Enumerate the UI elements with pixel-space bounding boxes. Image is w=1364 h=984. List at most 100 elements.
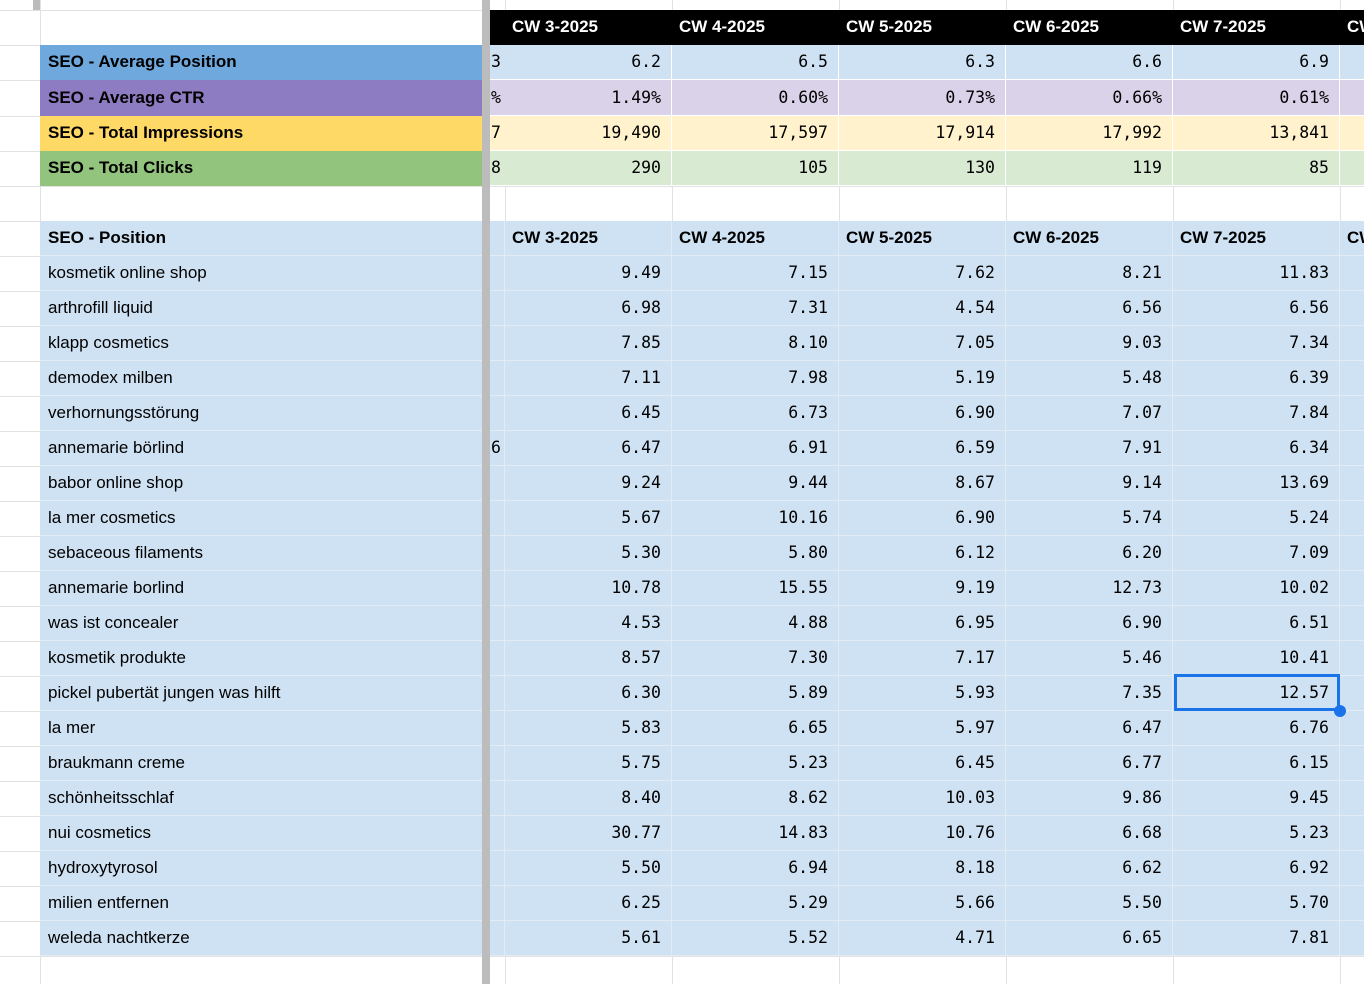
position-value-cell[interactable]: 5.80 — [672, 536, 839, 571]
keyword-clipped-cell[interactable] — [490, 256, 505, 291]
position-partial-cell[interactable] — [1340, 501, 1364, 536]
position-partial-cell[interactable] — [1340, 536, 1364, 571]
summary-value-cell[interactable]: 6.9 — [1173, 45, 1340, 80]
summary-value-cell[interactable]: 6.6 — [1006, 45, 1173, 80]
week-header-cell-partial[interactable]: CW — [1347, 17, 1364, 36]
position-value-cell[interactable]: 6.45 — [839, 746, 1006, 781]
position-value-cell[interactable]: 7.05 — [839, 326, 1006, 361]
position-value-cell[interactable]: 6.47 — [1006, 711, 1173, 746]
position-value-cell[interactable]: 11.83 — [1173, 256, 1340, 291]
position-value-cell[interactable]: 10.76 — [839, 816, 1006, 851]
position-value-cell[interactable]: 5.75 — [505, 746, 672, 781]
position-partial-cell[interactable] — [1340, 606, 1364, 641]
fill-handle[interactable] — [1334, 705, 1346, 717]
summary-clipped-cell[interactable]: 7 — [490, 116, 505, 151]
keyword-clipped-cell[interactable] — [490, 536, 505, 571]
keyword-cell[interactable]: hydroxytyrosol — [40, 851, 482, 886]
summary-value-cell[interactable]: 17,992 — [1006, 116, 1173, 151]
summary-label[interactable]: SEO - Average Position — [40, 45, 482, 80]
position-value-cell[interactable]: 6.12 — [839, 536, 1006, 571]
position-value-cell[interactable]: 5.50 — [505, 851, 672, 886]
position-value-cell[interactable]: 14.83 — [672, 816, 839, 851]
position-value-cell[interactable]: 7.81 — [1173, 921, 1340, 956]
keyword-cell[interactable]: kosmetik online shop — [40, 256, 482, 291]
position-value-cell[interactable]: 6.34 — [1173, 431, 1340, 466]
position-value-cell[interactable]: 5.19 — [839, 361, 1006, 396]
keyword-cell[interactable]: nui cosmetics — [40, 816, 482, 851]
position-value-cell[interactable]: 6.94 — [672, 851, 839, 886]
keyword-cell[interactable]: schönheitsschlaf — [40, 781, 482, 816]
position-value-cell[interactable]: 5.74 — [1006, 501, 1173, 536]
week-header-cell[interactable]: CW 7-2025 — [1180, 17, 1266, 36]
keyword-clipped-cell[interactable] — [490, 711, 505, 746]
position-partial-cell[interactable] — [1340, 396, 1364, 431]
position-value-cell[interactable]: 8.62 — [672, 781, 839, 816]
position-value-cell[interactable]: 5.97 — [839, 711, 1006, 746]
position-value-cell[interactable]: 5.24 — [1173, 501, 1340, 536]
summary-label[interactable]: SEO - Total Clicks — [40, 151, 482, 186]
keyword-cell[interactable]: babor online shop — [40, 466, 482, 501]
keyword-clipped-cell[interactable] — [490, 291, 505, 326]
position-value-cell[interactable]: 9.49 — [505, 256, 672, 291]
keyword-clipped-cell[interactable] — [490, 641, 505, 676]
position-value-cell[interactable]: 8.10 — [672, 326, 839, 361]
position-value-cell[interactable]: 6.73 — [672, 396, 839, 431]
position-table-title[interactable]: SEO - Position — [40, 221, 482, 256]
position-value-cell[interactable]: 10.78 — [505, 571, 672, 606]
summary-partial-cell[interactable] — [1340, 151, 1364, 186]
position-value-cell[interactable]: 12.57 — [1173, 676, 1340, 711]
position-value-cell[interactable]: 5.46 — [1006, 641, 1173, 676]
summary-value-cell[interactable]: 6.2 — [505, 45, 672, 80]
keyword-clipped-cell[interactable] — [490, 501, 505, 536]
position-partial-cell[interactable] — [1340, 326, 1364, 361]
position-value-cell[interactable]: 6.91 — [672, 431, 839, 466]
summary-value-cell[interactable]: 290 — [505, 151, 672, 186]
position-value-cell[interactable]: 10.41 — [1173, 641, 1340, 676]
summary-clipped-cell[interactable]: 3 — [490, 45, 505, 80]
position-partial-cell[interactable] — [1340, 676, 1364, 711]
keyword-cell[interactable]: verhornungsstörung — [40, 396, 482, 431]
keyword-clipped-cell[interactable] — [490, 326, 505, 361]
position-value-cell[interactable]: 7.11 — [505, 361, 672, 396]
keyword-clipped-cell[interactable] — [490, 816, 505, 851]
keyword-clipped-cell[interactable] — [490, 886, 505, 921]
position-value-cell[interactable]: 6.39 — [1173, 361, 1340, 396]
position-value-cell[interactable]: 5.93 — [839, 676, 1006, 711]
position-value-cell[interactable]: 6.47 — [505, 431, 672, 466]
position-value-cell[interactable]: 5.30 — [505, 536, 672, 571]
keyword-clipped-cell[interactable] — [490, 466, 505, 501]
position-value-cell[interactable]: 12.73 — [1006, 571, 1173, 606]
summary-value-cell[interactable]: 85 — [1173, 151, 1340, 186]
position-value-cell[interactable]: 9.45 — [1173, 781, 1340, 816]
keyword-cell[interactable]: was ist concealer — [40, 606, 482, 641]
keyword-cell[interactable]: braukmann creme — [40, 746, 482, 781]
summary-value-cell[interactable]: 13,841 — [1173, 116, 1340, 151]
summary-label[interactable]: SEO - Average CTR — [40, 80, 482, 116]
position-value-cell[interactable]: 5.89 — [672, 676, 839, 711]
position-value-cell[interactable]: 6.51 — [1173, 606, 1340, 641]
position-value-cell[interactable]: 5.61 — [505, 921, 672, 956]
position-value-cell[interactable]: 9.24 — [505, 466, 672, 501]
keyword-cell[interactable]: milien entfernen — [40, 886, 482, 921]
position-value-cell[interactable]: 6.92 — [1173, 851, 1340, 886]
summary-value-cell[interactable]: 0.73% — [839, 80, 1006, 116]
position-value-cell[interactable]: 6.62 — [1006, 851, 1173, 886]
position-value-cell[interactable]: 7.30 — [672, 641, 839, 676]
week-header-cell[interactable]: CW 6-2025 — [1013, 17, 1099, 36]
position-value-cell[interactable]: 6.45 — [505, 396, 672, 431]
keyword-clipped-cell[interactable] — [490, 606, 505, 641]
position-partial-cell[interactable] — [1340, 921, 1364, 956]
position-value-cell[interactable]: 6.90 — [839, 396, 1006, 431]
summary-value-cell[interactable]: 1.49% — [505, 80, 672, 116]
position-partial-cell[interactable] — [1340, 886, 1364, 921]
position-value-cell[interactable]: 6.15 — [1173, 746, 1340, 781]
summary-value-cell[interactable]: 6.5 — [672, 45, 839, 80]
position-value-cell[interactable]: 9.44 — [672, 466, 839, 501]
position-value-cell[interactable]: 6.90 — [839, 501, 1006, 536]
position-value-cell[interactable]: 5.23 — [1173, 816, 1340, 851]
position-value-cell[interactable]: 6.56 — [1006, 291, 1173, 326]
position-value-cell[interactable]: 5.67 — [505, 501, 672, 536]
position-value-cell[interactable]: 7.91 — [1006, 431, 1173, 466]
summary-partial-cell[interactable] — [1340, 80, 1364, 116]
position-value-cell[interactable]: 7.35 — [1006, 676, 1173, 711]
